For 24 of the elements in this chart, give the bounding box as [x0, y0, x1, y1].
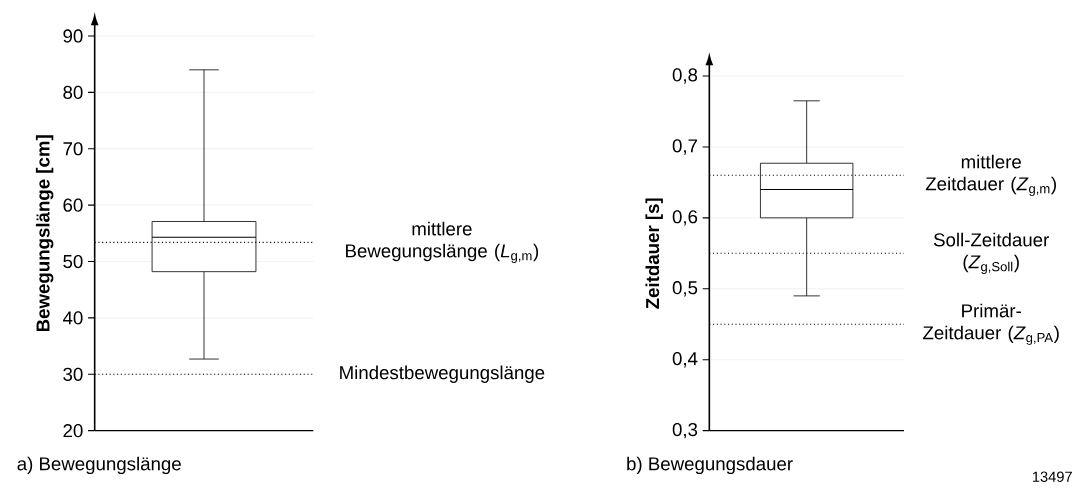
y-tick-label: 50 [63, 254, 83, 269]
y-tick-label: 30 [63, 367, 83, 381]
y-tick-label: 40 [62, 311, 83, 325]
y-tick-label: 0,7 [672, 139, 698, 155]
ref-line-label: Primär-Zeitdauer (Z$_{g,PA}$) [923, 303, 1059, 345]
y-tick-label: 0,8 [672, 68, 698, 84]
y-tick-label: 80 [63, 85, 83, 99]
y-tick-label: 0,5 [672, 281, 698, 297]
ref-line-label: mittlere Bewegungslänge (L$_{g,m}$) [346, 221, 539, 263]
text: a) Bewegungslänge [17, 456, 181, 475]
y-tick-label: 90 [63, 29, 83, 43]
text: 13497 [1032, 471, 1072, 482]
y-tick-label: 0,6 [672, 210, 698, 226]
text: b) Bewegungsdauer [627, 456, 793, 475]
ref-line-label: mittlere Zeitdauer (Z$_{g,m}$) [925, 154, 1056, 196]
y-tick-label: 70 [63, 142, 83, 156]
y-axis-title: Bewegungslänge [cm] [35, 135, 54, 332]
y-tick-label: 60 [63, 198, 83, 212]
y-tick-label: 20 [63, 424, 83, 438]
y-axis-title: Zeitdauer [s] [645, 198, 663, 309]
y-tick-label: 0,3 [672, 422, 698, 439]
ref-line-label: Mindestbewegungslänge [340, 365, 545, 383]
y-tick-label: 0,4 [672, 352, 698, 368]
ref-line-label: Soll-Zeitdauer (Z$_{g,Soll}$) [933, 232, 1049, 274]
